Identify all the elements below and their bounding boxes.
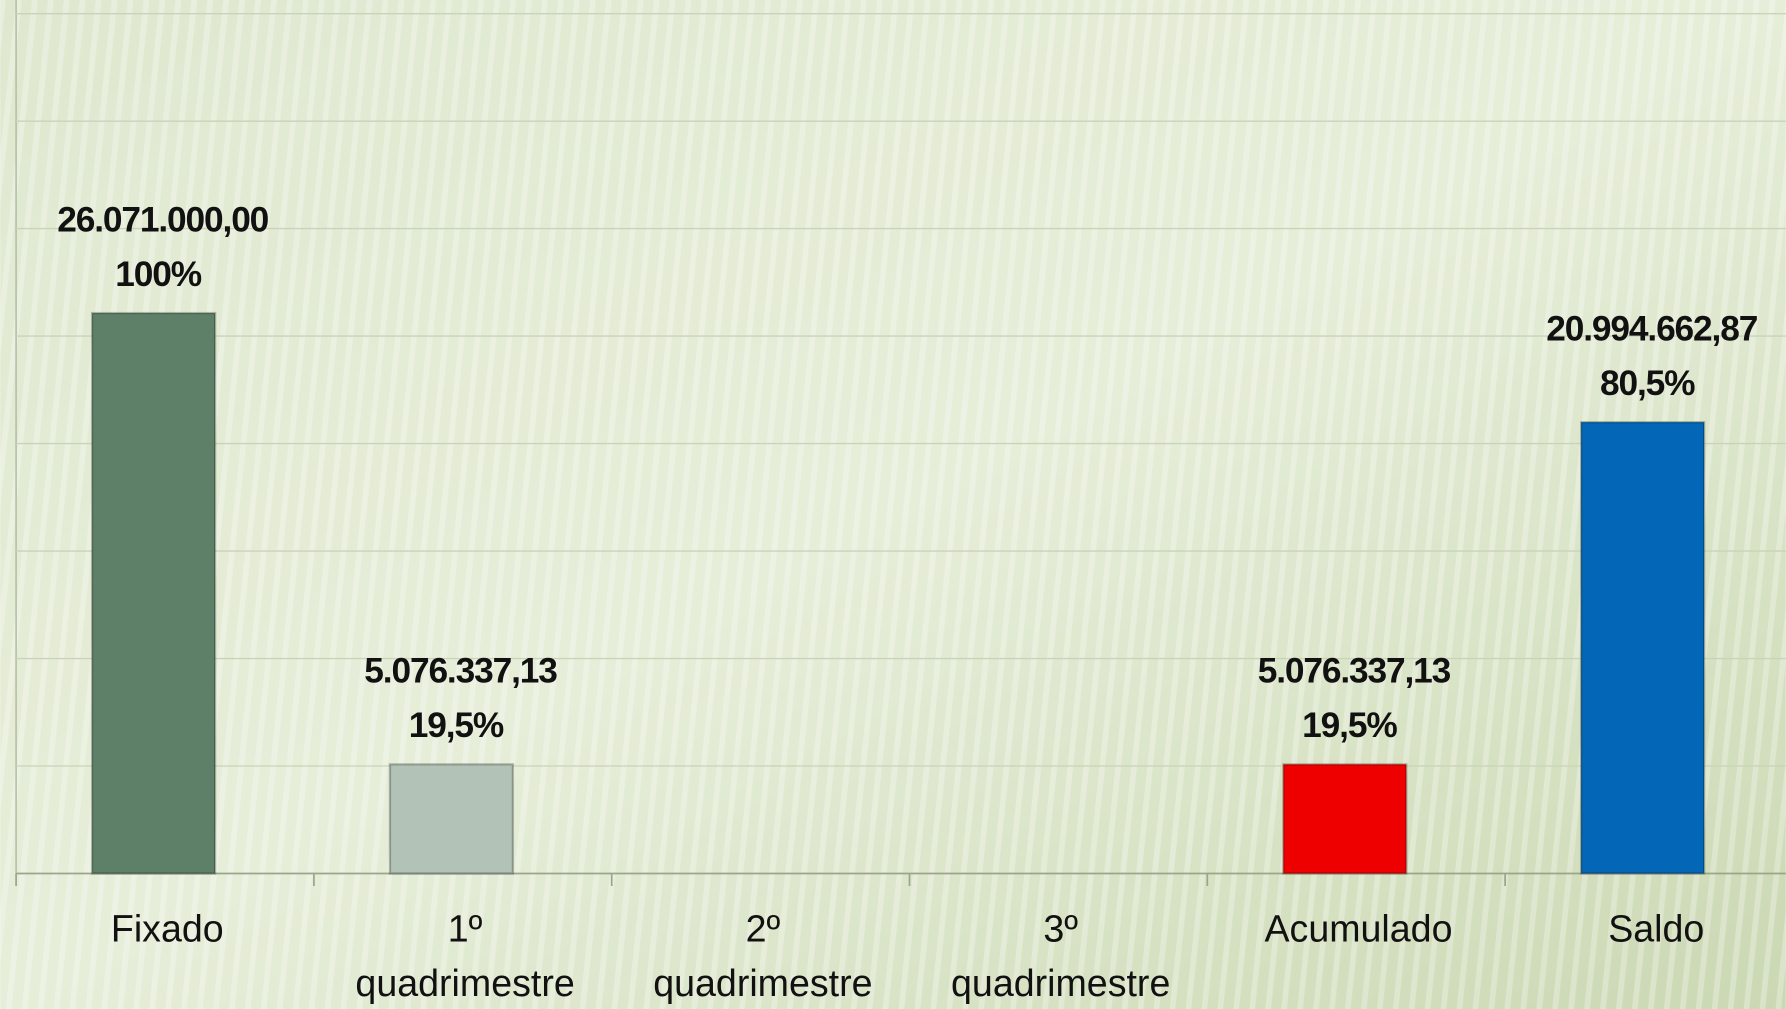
x-tick-label: 1º quadrimestre: [355, 907, 574, 1004]
value-label: 5.076.337,13: [1258, 652, 1451, 691]
x-tick-label: Fixado: [111, 907, 224, 949]
bar: [1579, 421, 1706, 875]
percent-label: 19,5%: [409, 706, 504, 745]
percent-label: 80,5%: [1600, 364, 1695, 403]
bar: [388, 763, 515, 875]
bar: [1282, 763, 1408, 875]
x-tick-label: 3º quadrimestre: [951, 907, 1170, 1004]
x-tick-label: Acumulado: [1264, 907, 1452, 949]
percent-label: 19,5%: [1302, 706, 1397, 745]
percent-label: 100%: [115, 255, 201, 294]
x-tick-label: 2º quadrimestre: [653, 907, 872, 1004]
value-label: 5.076.337,13: [364, 652, 557, 691]
x-tick-label: Saldo: [1608, 907, 1704, 949]
bar: [90, 311, 217, 875]
value-label: 26.071.000,00: [57, 200, 268, 239]
value-label: 20.994.662,87: [1546, 309, 1757, 348]
plot: Fixado 26.071.000,00 100% 1º quadrimestre 5.0…: [15, 12, 1786, 1004]
